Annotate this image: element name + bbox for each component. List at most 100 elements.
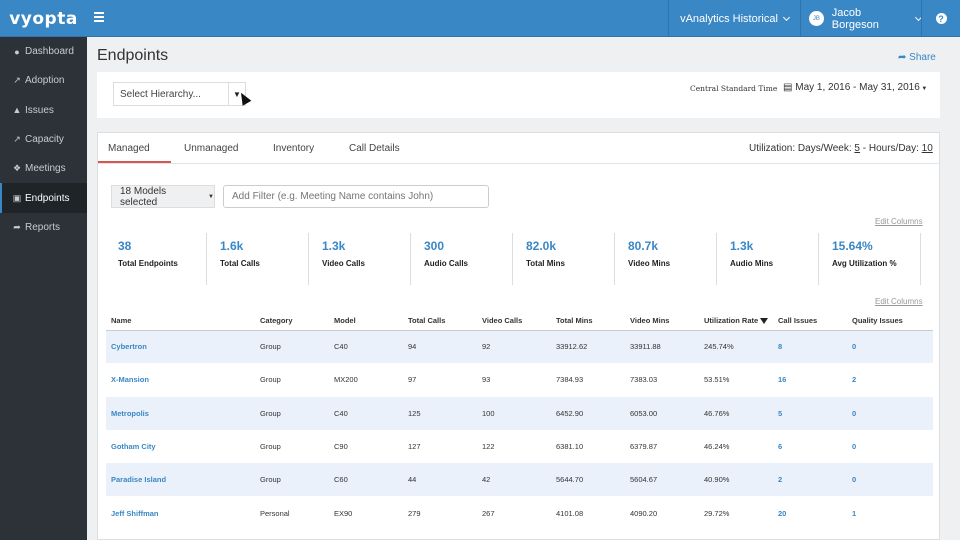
sidebar-item-endpoints[interactable]: ▣ Endpoints	[0, 183, 87, 213]
table-cell: 4090.20	[630, 508, 658, 518]
table-row[interactable]: Cybertron Group C40 94 92 33912.62 33911.88 245…	[106, 330, 933, 364]
table-cell: 4101.08	[556, 508, 584, 518]
utilization-settings: Utilization: Days/Week: 5 - Hours/Day: 1…	[749, 143, 933, 154]
stats-row: 38 Total Endpoints 1.6k Total Calls 1.3k Vi…	[110, 233, 925, 285]
table-row[interactable]: Paradise Island Group C60 44 42 5644.70 5604.6…	[106, 463, 933, 497]
sidebar-item-label: Meetings	[25, 163, 66, 175]
col-header-model[interactable]: Model	[329, 311, 403, 331]
table-cell: C60	[329, 463, 403, 497]
days-per-week-link[interactable]: 5	[854, 143, 860, 154]
add-filter-input[interactable]	[223, 185, 489, 208]
vyopta-logo[interactable]: vyopta	[9, 8, 78, 29]
endpoint-name-link[interactable]: Metropolis	[106, 396, 255, 430]
edit-columns-link[interactable]: Edit Columns	[875, 217, 923, 226]
utilization-rate-label: Utilization Rate	[704, 315, 759, 325]
table-row[interactable]: X-Mansion Group MX200 97 93 7384.93 7383.03 53.…	[106, 363, 933, 396]
people-icon: ❖	[12, 163, 22, 174]
table-row[interactable]: Jeff Shiffman Personal EX90 279 267 4101.08 40…	[106, 496, 933, 529]
caret-down-icon: ▼	[919, 86, 928, 92]
col-header-quality-issues[interactable]: Quality Issues	[847, 311, 933, 331]
table-cell: 122	[482, 442, 495, 452]
sidebar-item-capacity[interactable]: ↗ Capacity	[0, 125, 87, 154]
table-cell: MX200	[334, 375, 358, 385]
models-select-button[interactable]: 18 Models selected ▼	[111, 185, 215, 208]
caret-down-icon[interactable]: ▼	[228, 83, 245, 105]
share-button[interactable]: ➦ Share	[898, 52, 936, 63]
hierarchy-select[interactable]: Select Hierarchy... ▼	[113, 82, 246, 106]
table-cell: 46.24%	[704, 442, 730, 452]
col-header-name[interactable]: Name	[106, 311, 255, 331]
endpoint-name-link[interactable]: Gotham City	[111, 442, 156, 452]
table-cell: C40	[329, 396, 403, 430]
stat-value: 82.0k	[526, 239, 557, 253]
col-header-video-calls[interactable]: Video Calls	[477, 311, 551, 331]
hours-per-day-link[interactable]: 10	[921, 143, 933, 154]
utilization-prefix: Utilization: Days/Week:	[749, 143, 852, 154]
sidebar-item-meetings[interactable]: ❖ Meetings	[0, 154, 87, 183]
table-cell: 33912.62	[551, 330, 625, 364]
col-header-total-calls[interactable]: Total Calls	[403, 311, 477, 331]
sidebar-item-adoption[interactable]: ↗ Adoption	[0, 66, 87, 95]
call-issues-link[interactable]: 16	[778, 375, 787, 385]
models-button-label: 18 Models selected	[120, 185, 167, 208]
tab-bar: Managed Unmanaged Inventory Call Details…	[98, 133, 939, 164]
quality-issues-link[interactable]: 1	[852, 508, 857, 518]
analytics-menu-label: vAnalytics Historical	[680, 12, 778, 25]
tab-unmanaged[interactable]: Unmanaged	[184, 143, 239, 154]
call-issues-link[interactable]: 5	[773, 396, 847, 430]
quality-issues-link[interactable]: 0	[847, 396, 933, 430]
stat-label: Total Mins	[526, 259, 565, 268]
call-issues-link[interactable]: 8	[773, 330, 847, 364]
endpoint-name-link[interactable]: X-Mansion	[111, 375, 149, 385]
stat-label: Total Calls	[220, 259, 260, 268]
col-header-category[interactable]: Category	[255, 311, 329, 331]
user-menu[interactable]: JB Jacob Borgeson	[800, 0, 923, 37]
share-icon: ➦	[13, 221, 21, 232]
col-header-utilization-rate[interactable]: Utilization Rate	[699, 311, 773, 331]
call-issues-link[interactable]: 2	[773, 463, 847, 497]
table-row[interactable]: Metropolis Group C40 125 100 6452.90 6053.00 46…	[106, 396, 933, 430]
table-cell: Personal	[260, 508, 290, 518]
table-cell: Group	[255, 396, 329, 430]
sidebar-item-dashboard[interactable]: ● Dashboard	[0, 37, 87, 66]
quality-issues-link[interactable]: 0	[852, 442, 857, 452]
edit-columns-link[interactable]: Edit Columns	[875, 297, 923, 306]
tab-inventory[interactable]: Inventory	[273, 143, 315, 154]
table-cell: 6379.87	[630, 442, 658, 452]
quality-issues-link[interactable]: 0	[847, 463, 933, 497]
sidebar-item-label: Reports	[25, 221, 61, 233]
endpoint-name-link[interactable]: Paradise Island	[106, 463, 255, 497]
tab-call-details[interactable]: Call Details	[349, 143, 400, 154]
col-header-call-issues[interactable]: Call Issues	[773, 311, 847, 331]
endpoint-name-link[interactable]: Jeff Shiffman	[111, 508, 159, 518]
analytics-menu[interactable]: vAnalytics Historical	[668, 0, 800, 37]
sidebar-item-label: Issues	[25, 104, 54, 116]
stat-value: 1.3k	[322, 239, 346, 253]
call-issues-link[interactable]: 20	[778, 508, 787, 518]
table-cell: 92	[477, 330, 551, 364]
sidebar-item-reports[interactable]: ➦ Reports	[0, 213, 87, 242]
table-cell: 29.72%	[704, 508, 730, 518]
filter-card: Select Hierarchy... ▼ Central Standard T…	[97, 72, 940, 118]
col-header-video-mins[interactable]: Video Mins	[625, 311, 699, 331]
user-name: Jacob Borgeson	[831, 6, 879, 31]
endpoint-name-link[interactable]: Cybertron	[106, 330, 255, 364]
table-cell: 6381.10	[556, 442, 584, 452]
table-cell: 100	[477, 396, 551, 430]
table-cell: 125	[403, 396, 477, 430]
quality-issues-link[interactable]: 2	[852, 375, 857, 385]
table-cell: 5604.67	[625, 463, 699, 497]
hamburger-menu-icon[interactable]	[94, 12, 106, 24]
table-cell: 6452.90	[551, 396, 625, 430]
sidebar-item-issues[interactable]: ▲ Issues	[0, 96, 87, 125]
stat-avg-utilization: 15.64% Avg Utilization %	[824, 233, 921, 285]
table-row[interactable]: Gotham City Group C90 127 122 6381.10 6379.87 4…	[106, 430, 933, 463]
quality-issues-link[interactable]: 0	[847, 330, 933, 364]
tab-managed[interactable]: Managed	[108, 143, 150, 154]
date-range-picker[interactable]: ▤ May 1, 2016 - May 31, 2016 ▼	[783, 82, 927, 93]
sidebar-item-label: Endpoints	[25, 192, 70, 204]
col-header-total-mins[interactable]: Total Mins	[551, 311, 625, 331]
main-card: Managed Unmanaged Inventory Call Details…	[97, 132, 940, 540]
call-issues-link[interactable]: 6	[778, 442, 783, 452]
help-button[interactable]: ?	[921, 0, 960, 37]
